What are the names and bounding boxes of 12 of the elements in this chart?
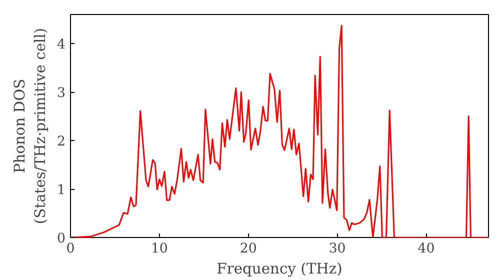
x-tick-label: 10: [150, 242, 168, 256]
line-series: [70, 24, 488, 238]
y-tick-label: 0: [57, 232, 66, 246]
y-tick-label: 3: [57, 86, 66, 102]
x-axis-title: Frequency (THz): [216, 260, 342, 278]
y-axis-title: Phonon DOS (States/THz·primitive cell): [12, 28, 50, 224]
x-tick-label: 40: [418, 242, 435, 256]
y-tick-label: 1: [57, 183, 66, 198]
x-tick-label: 30: [328, 242, 346, 256]
y-tick-label: 2: [57, 134, 66, 150]
y-tick-label: 4: [57, 38, 66, 53]
x-tick-label: 20: [240, 242, 257, 256]
